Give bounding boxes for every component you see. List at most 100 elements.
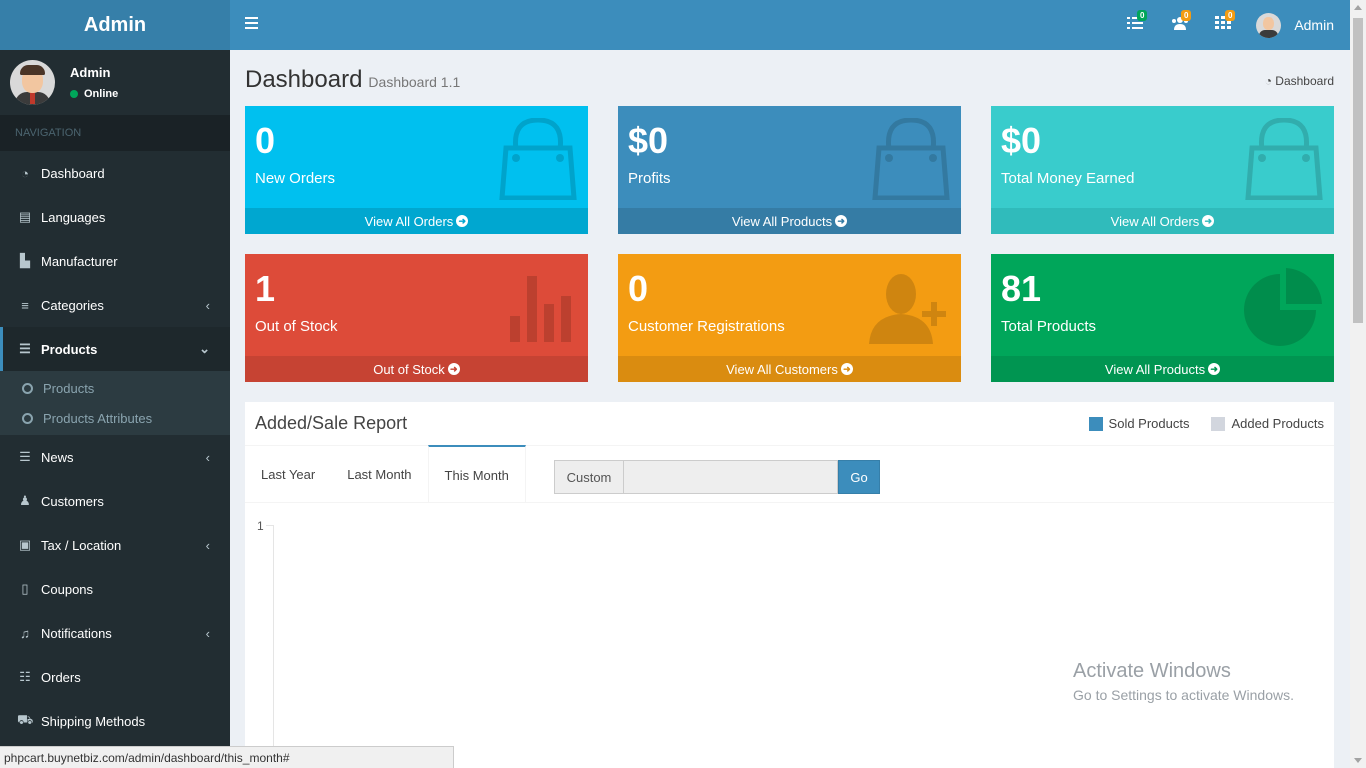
- custom-range-input[interactable]: [624, 460, 838, 494]
- sidebar-item-shipping-methods[interactable]: ⛟ Shipping Methods: [0, 699, 230, 743]
- view-all-orders-link[interactable]: View All Orders ➜: [991, 208, 1334, 234]
- arrow-circle-right-icon: ➜: [447, 363, 460, 375]
- breadcrumb-label: Dashboard: [1275, 74, 1334, 88]
- y-axis: [273, 525, 274, 768]
- chevron-left-icon: ‹: [205, 625, 210, 641]
- sidebar-subitem-products-attributes[interactable]: Products Attributes: [0, 403, 230, 433]
- sidebar-item-dashboard[interactable]: ◔ Dashboard: [0, 151, 230, 195]
- pie-chart-icon: [1244, 268, 1322, 346]
- report-title: Added/Sale Report: [255, 413, 408, 433]
- users-menu-icon[interactable]: 0: [1171, 10, 1192, 34]
- tab-last-year[interactable]: Last Year: [261, 466, 316, 482]
- sidebar-item-label: Coupons: [41, 581, 94, 597]
- sidebar-subitem-label: Products Attributes: [43, 410, 153, 426]
- stat-value: 0: [255, 120, 276, 161]
- logo[interactable]: Admin: [0, 0, 230, 50]
- shopping-bag-icon: [1245, 118, 1323, 200]
- products-submenu: Products Products Attributes: [0, 371, 230, 435]
- sidebar-item-orders[interactable]: ☷ Orders: [0, 655, 230, 699]
- sidebar-item-label: Categories: [41, 297, 104, 313]
- tasks-badge: 0: [1137, 10, 1148, 21]
- view-all-products-link[interactable]: View All Products ➜: [618, 208, 961, 234]
- truck-icon: ⛟: [17, 712, 34, 727]
- tab-this-month[interactable]: This Month: [427, 445, 526, 503]
- circle-icon: [22, 412, 33, 424]
- avatar: [10, 60, 55, 105]
- page-title-text: Dashboard: [245, 66, 363, 93]
- sidebar-item-label: Tax / Location: [41, 537, 122, 553]
- tasks-menu-icon[interactable]: 0: [1127, 10, 1148, 34]
- stat-label: New Orders: [255, 170, 336, 187]
- dashboard-icon: ◔: [21, 165, 29, 181]
- legend-label-added: Added Products: [1231, 416, 1324, 431]
- sidebar-item-coupons[interactable]: ▯ Coupons: [0, 567, 230, 611]
- language-icon: ▤: [18, 209, 32, 224]
- arrow-circle-right-icon: ➜: [1202, 215, 1215, 227]
- avatar: [1256, 12, 1282, 38]
- sale-report-panel: Added/Sale Report Sold Products Added Pr…: [245, 402, 1334, 768]
- stat-box-total-products: 81 Total Products View All Products ➜: [991, 254, 1334, 382]
- sidebar-item-label: Products: [41, 341, 98, 357]
- list-icon: ☷: [19, 669, 31, 684]
- scroll-up-icon[interactable]: [1354, 5, 1362, 10]
- view-all-products-link[interactable]: View All Products ➜: [991, 356, 1334, 382]
- out-of-stock-link[interactable]: Out of Stock ➜: [245, 356, 588, 382]
- report-tabs: Last Year Last Month This Month: [245, 445, 526, 503]
- stat-label: Total Money Earned: [1001, 170, 1135, 187]
- view-all-orders-link[interactable]: View All Orders ➜: [245, 208, 588, 234]
- nav-header: NAVIGATION: [0, 115, 230, 151]
- sidebar-item-label: Languages: [41, 209, 106, 225]
- sidebar-item-languages[interactable]: ▤ Languages: [0, 195, 230, 239]
- sidebar-item-notifications[interactable]: ♫ Notifications ‹: [0, 611, 230, 655]
- user-status: Online: [70, 88, 118, 100]
- hamburger-icon[interactable]: [245, 17, 258, 32]
- user-name: Admin: [70, 65, 111, 80]
- sidebar-item-categories[interactable]: ≡ Categories ‹: [0, 283, 230, 327]
- link-label: Out of Stock: [373, 361, 445, 377]
- sidebar-subitem-products[interactable]: Products: [0, 373, 230, 403]
- top-navbar: 0 0 0 Admin: [230, 0, 1350, 50]
- chevron-down-icon: ⌄: [199, 341, 210, 356]
- link-label: View All Orders: [364, 213, 454, 229]
- stat-label: Customer Registrations: [628, 318, 785, 335]
- stat-value: 81: [1001, 268, 1042, 309]
- stat-label: Total Products: [1001, 318, 1097, 335]
- stat-value: $0: [628, 120, 669, 161]
- users-badge: 0: [1181, 10, 1192, 21]
- database-icon: ☰: [19, 449, 31, 464]
- breadcrumb[interactable]: ◔ Dashboard: [1265, 74, 1334, 88]
- page-scrollbar[interactable]: [1350, 0, 1366, 768]
- industry-icon: ▙: [20, 253, 30, 268]
- sidebar-item-label: Dashboard: [41, 165, 105, 181]
- online-dot-icon: [70, 90, 78, 98]
- grid-menu-icon[interactable]: 0: [1215, 10, 1236, 34]
- view-all-customers-link[interactable]: View All Customers ➜: [618, 356, 961, 382]
- user-menu[interactable]: Admin: [1256, 0, 1350, 50]
- database-icon: ☰: [19, 341, 31, 356]
- sidebar-item-products[interactable]: ☰ Products ⌄: [0, 327, 230, 371]
- shopping-bag-icon: [872, 118, 950, 200]
- user-status-label: Online: [84, 88, 119, 100]
- stat-box-out-of-stock: 1 Out of Stock Out of Stock ➜: [245, 254, 588, 382]
- go-button[interactable]: Go: [838, 460, 880, 494]
- scrollbar-thumb[interactable]: [1353, 18, 1363, 323]
- legend-swatch-sold: [1088, 416, 1103, 431]
- browser-status-bar: phpcart.buynetbiz.com/admin/dashboard/th…: [0, 746, 454, 768]
- stat-box-total-money-earned: $0 Total Money Earned View All Orders ➜: [991, 106, 1334, 234]
- user-panel: Admin Online: [0, 50, 230, 115]
- stat-value: $0: [1001, 120, 1042, 161]
- custom-range-label: Custom: [554, 460, 624, 494]
- arrow-circle-right-icon: ➜: [1208, 363, 1221, 375]
- circle-icon: [22, 382, 33, 394]
- scroll-down-icon[interactable]: [1354, 758, 1362, 763]
- tab-last-month[interactable]: Last Month: [347, 466, 412, 482]
- y-axis-tick-label: 1: [257, 519, 264, 533]
- sidebar-item-manufacturer[interactable]: ▙ Manufacturer: [0, 239, 230, 283]
- chevron-left-icon: ‹: [205, 449, 210, 465]
- page-title: Dashboard Dashboard 1.1: [245, 66, 460, 94]
- sidebar-item-customers[interactable]: ♟ Customers: [0, 479, 230, 523]
- sidebar-item-label: Orders: [41, 669, 81, 685]
- sidebar-item-label: Manufacturer: [41, 253, 118, 269]
- sidebar-item-news[interactable]: ☰ News ‹: [0, 435, 230, 479]
- sidebar-item-tax-location[interactable]: ▣ Tax / Location ‹: [0, 523, 230, 567]
